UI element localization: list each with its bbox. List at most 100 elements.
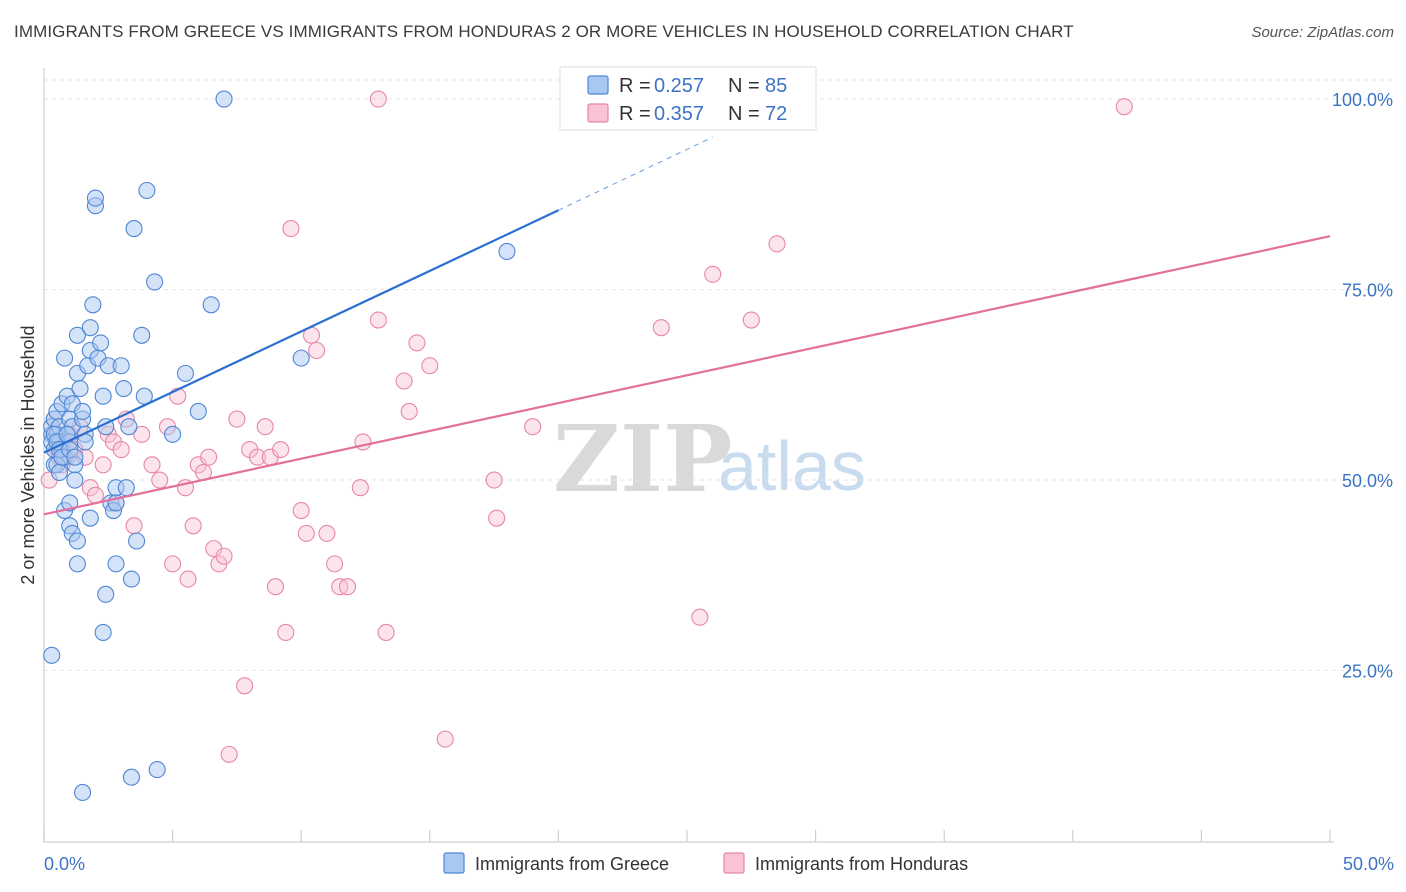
legend-n-label-greece: N =	[728, 75, 760, 97]
honduras-point	[351, 479, 369, 497]
honduras-point	[485, 471, 503, 489]
greece-point	[94, 387, 112, 405]
y-tick-label-100: 100.0%	[1332, 90, 1393, 110]
honduras-point	[652, 319, 670, 337]
honduras-point	[1115, 98, 1133, 116]
greece-point	[176, 364, 195, 382]
honduras-point	[369, 90, 387, 108]
greece-point	[92, 334, 110, 352]
x-tick-label-min: 0.0%	[44, 854, 85, 874]
honduras-point	[704, 265, 722, 283]
greece-point	[125, 220, 143, 238]
honduras-point	[272, 441, 290, 459]
trend-line-greece	[43, 209, 559, 454]
greece-point	[68, 326, 86, 344]
greece-point	[50, 463, 68, 481]
x-tick-labels: 0.0% 50.0%	[44, 854, 1394, 874]
honduras-point	[94, 456, 112, 474]
greece-point	[94, 623, 112, 642]
greece-point	[112, 357, 130, 375]
greece-point	[148, 761, 166, 779]
greece-point	[292, 349, 310, 367]
honduras-point	[256, 418, 274, 436]
y-tick-labels: 25.0% 50.0% 75.0% 100.0%	[1332, 90, 1393, 682]
watermark-atlas: atlas	[718, 427, 866, 505]
legend-r-label-greece: R =	[619, 75, 651, 97]
y-tick-label-50: 50.0%	[1342, 471, 1393, 491]
honduras-point	[436, 730, 454, 748]
greece-point	[71, 380, 89, 398]
top-legend: R = 0.257 N = 85 R = 0.357 N = 72	[559, 66, 817, 131]
greece-point	[122, 570, 140, 588]
greece-point	[120, 418, 138, 436]
greece-point	[146, 273, 164, 291]
greece-point	[81, 509, 99, 527]
y-axis-title: 2 or more Vehicles in Household	[18, 325, 38, 584]
x-ticks	[43, 830, 1331, 842]
greece-point	[128, 532, 146, 550]
legend-r-value-honduras: 0.357	[654, 103, 704, 125]
chart-title: IMMIGRANTS FROM GREECE VS IMMIGRANTS FRO…	[14, 22, 1074, 41]
honduras-point	[377, 623, 395, 642]
watermark-zip: ZIP	[553, 405, 732, 513]
x-tick-label-max: 50.0%	[1343, 854, 1394, 874]
greece-point	[133, 326, 151, 344]
honduras-point	[297, 524, 315, 542]
honduras-point	[326, 555, 344, 573]
greece-point	[68, 555, 86, 573]
grid-lines	[44, 79, 1392, 672]
honduras-point	[308, 341, 326, 360]
honduras-point	[125, 517, 143, 535]
greece-point	[117, 479, 135, 497]
bottom-legend: Immigrants from Greece Immigrants from H…	[443, 852, 968, 874]
greece-point	[74, 783, 92, 802]
legend-swatch-greece	[587, 75, 609, 95]
bottom-legend-swatch-honduras	[723, 852, 745, 874]
honduras-point	[179, 570, 197, 588]
trend-line-greece-extension	[558, 136, 713, 211]
greece-point	[138, 181, 156, 200]
honduras-point	[742, 311, 760, 329]
bottom-legend-label-greece: Immigrants from Greece	[475, 854, 669, 874]
trend-line-honduras	[43, 235, 1331, 516]
legend-n-value-honduras: 72	[765, 103, 787, 125]
greece-point	[164, 425, 182, 443]
honduras-point	[421, 357, 439, 375]
honduras-point	[338, 578, 357, 596]
greece-point	[115, 380, 133, 398]
honduras-point	[184, 517, 202, 535]
honduras-point	[112, 441, 130, 459]
honduras-point	[143, 456, 161, 474]
honduras-point	[369, 311, 387, 329]
greece-point	[97, 585, 115, 603]
greece-point	[86, 189, 104, 207]
greece-point	[122, 768, 140, 786]
legend-r-label-honduras: R =	[619, 103, 651, 125]
greece-point	[74, 402, 92, 421]
honduras-point	[266, 578, 285, 596]
honduras-point	[400, 402, 418, 421]
honduras-point	[133, 425, 151, 443]
honduras-point	[200, 448, 218, 466]
greece-point	[68, 532, 86, 550]
legend-swatch-honduras	[587, 103, 609, 123]
greece-point	[107, 555, 125, 573]
honduras-point	[151, 471, 169, 489]
honduras-point	[220, 745, 238, 763]
source-credit: Source: ZipAtlas.com	[1251, 24, 1394, 41]
bottom-legend-label-honduras: Immigrants from Honduras	[755, 854, 968, 874]
honduras-point	[318, 524, 336, 542]
honduras-point	[408, 334, 426, 352]
honduras-point	[282, 220, 300, 238]
bottom-legend-swatch-greece	[443, 852, 465, 874]
greece-point	[84, 296, 102, 314]
honduras-point	[768, 235, 786, 253]
greece-point	[66, 448, 84, 466]
greece-point	[66, 471, 84, 489]
honduras-point	[395, 372, 413, 390]
legend-n-value-greece: 85	[765, 75, 787, 97]
axes	[43, 68, 1334, 843]
honduras-point	[292, 501, 310, 520]
y-tick-label-25: 25.0%	[1342, 662, 1393, 682]
